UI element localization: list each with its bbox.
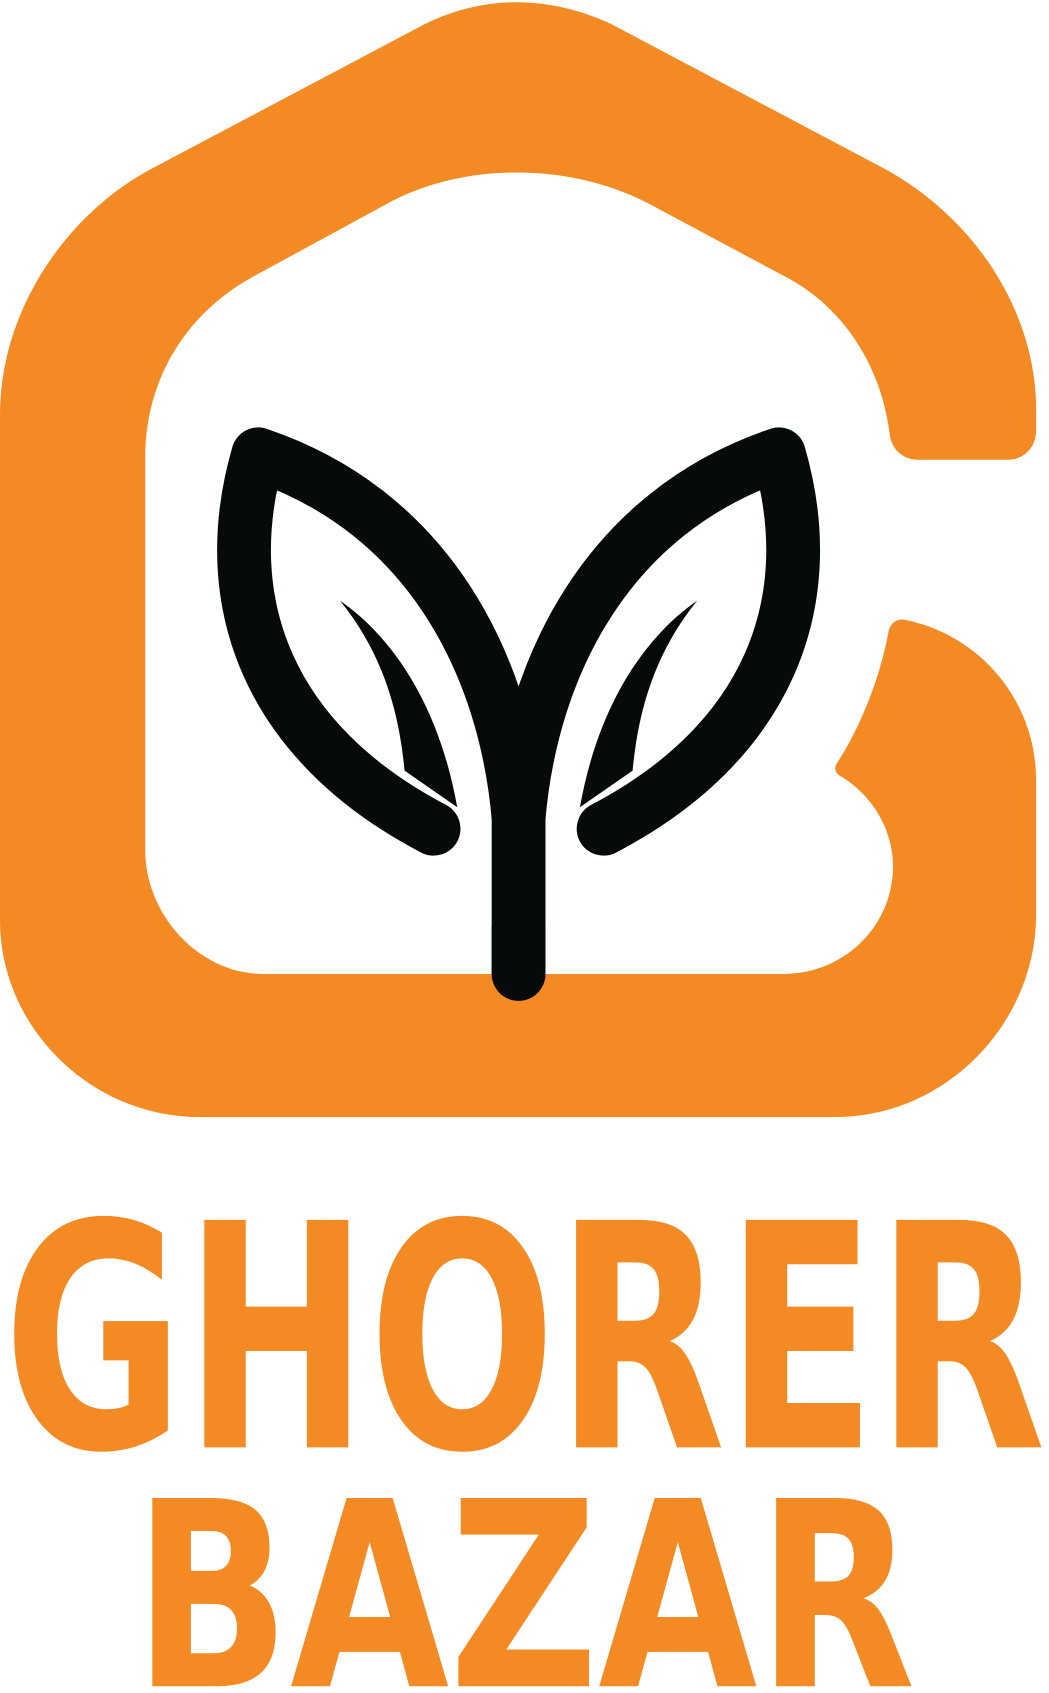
right-inner-leaf <box>579 600 698 808</box>
right-leaf <box>491 427 821 856</box>
brand-line-1: GHORER <box>3 1157 1046 1521</box>
left-leaf <box>217 427 546 1001</box>
left-inner-leaf <box>339 600 458 808</box>
brand-line-2: BAZAR <box>133 1446 915 1693</box>
plant <box>217 427 821 1001</box>
house-mark <box>0 2 1037 1118</box>
stem-base <box>491 925 546 974</box>
